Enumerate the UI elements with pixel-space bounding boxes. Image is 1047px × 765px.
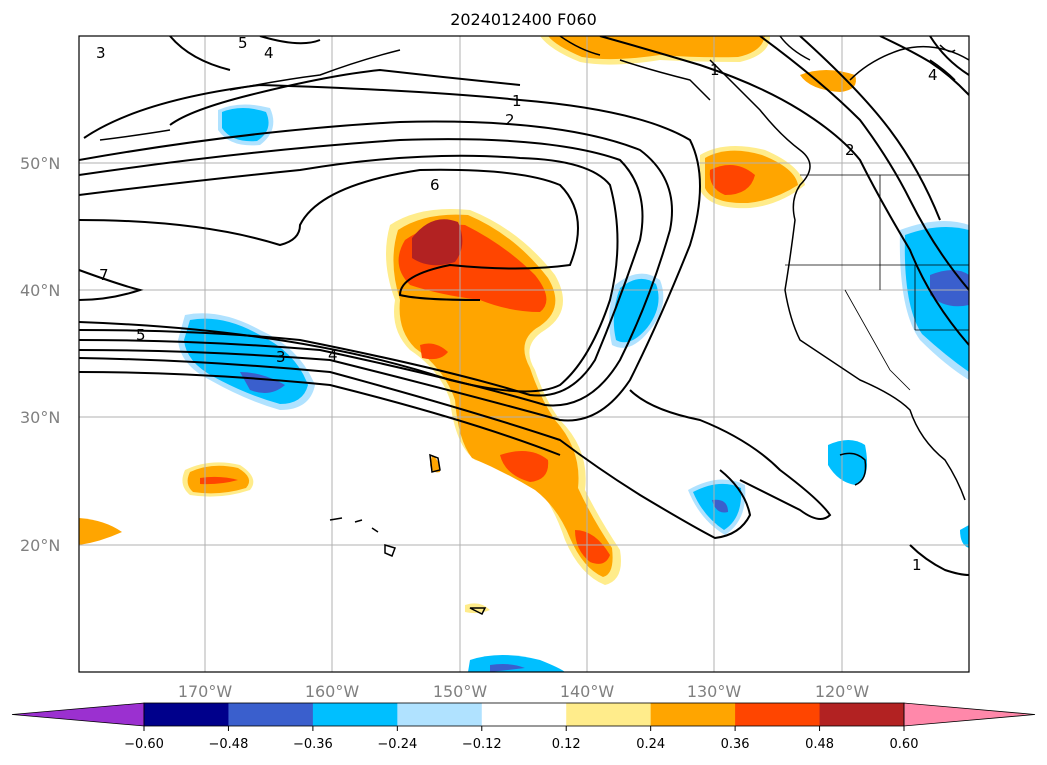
contour-label: 2 <box>505 111 515 129</box>
map-title: 2024012400 F060 <box>450 10 597 29</box>
contour-lines <box>79 36 969 576</box>
colorbar-tick-label: 0.36 <box>721 737 750 752</box>
lat-label: 50°N <box>20 154 60 173</box>
contour-label: 4 <box>328 346 338 364</box>
colorbar-tick-label: −0.12 <box>462 737 502 752</box>
lon-label: 150°W <box>433 682 488 701</box>
lon-label: 160°W <box>305 682 360 701</box>
shaded-field-positive <box>79 36 856 614</box>
map-frame <box>78 35 970 673</box>
shaded-field-negative <box>178 104 969 672</box>
lon-label: 140°W <box>560 682 615 701</box>
contour-label: 1 <box>710 61 720 79</box>
colorbar-extend-low <box>11 702 145 727</box>
colorbar-tick-label: −0.60 <box>124 737 164 752</box>
lon-label: 120°W <box>815 682 870 701</box>
colorbar-tick-label: −0.48 <box>209 737 249 752</box>
colorbar-segment <box>144 703 229 726</box>
coastlines <box>99 36 969 616</box>
colorbar-tick-label: 0.60 <box>890 737 919 752</box>
contour-label: 5 <box>238 34 248 52</box>
colorbar-tick-label: 0.48 <box>805 737 834 752</box>
lat-label: 30°N <box>20 408 60 427</box>
contour-label: 2 <box>845 141 855 159</box>
longitude-labels: 170°W 160°W 150°W 140°W 130°W 120°W <box>178 682 870 701</box>
contour-label: 4 <box>928 66 938 84</box>
contour-label: 6 <box>430 176 440 194</box>
contour-label: 1 <box>512 92 522 110</box>
state-borders <box>785 174 969 391</box>
contour-label: 5 <box>136 326 146 344</box>
colorbar <box>11 702 1036 731</box>
colorbar-tick-label: −0.24 <box>377 737 417 752</box>
colorbar-segment <box>735 703 821 726</box>
colorbar-segment <box>819 703 905 726</box>
colorbar-tick-label: −0.36 <box>293 737 333 752</box>
colorbar-segment <box>481 703 567 726</box>
contour-label: 1 <box>912 556 922 574</box>
colorbar-segment <box>228 703 314 726</box>
colorbar-tick-label: 0.12 <box>552 737 581 752</box>
lat-label: 40°N <box>20 281 60 300</box>
colorbar-tick-label: 0.24 <box>636 737 665 752</box>
contour-label: 4 <box>264 44 274 62</box>
lon-label: 130°W <box>687 682 742 701</box>
latitude-labels: 50°N 40°N 30°N 20°N <box>20 154 60 555</box>
colorbar-labels: −0.60 −0.48 −0.36 −0.24 −0.12 0.12 0.24 0.36 0.4… <box>124 737 918 752</box>
colorbar-segment <box>397 703 483 726</box>
lat-label: 20°N <box>20 536 60 555</box>
lon-label: 170°W <box>178 682 233 701</box>
contour-label: 7 <box>99 266 109 284</box>
contour-label: 3 <box>276 348 286 366</box>
contour-label: 3 <box>96 44 106 62</box>
contour-labels: 1 2 6 5 3 4 7 3 5 4 1 2 4 1 <box>96 34 938 574</box>
colorbar-segment <box>566 703 652 726</box>
colorbar-extend-high <box>903 702 1036 727</box>
colorbar-frame <box>143 702 905 727</box>
colorbar-segment <box>312 703 398 726</box>
colorbar-segment <box>650 703 736 726</box>
